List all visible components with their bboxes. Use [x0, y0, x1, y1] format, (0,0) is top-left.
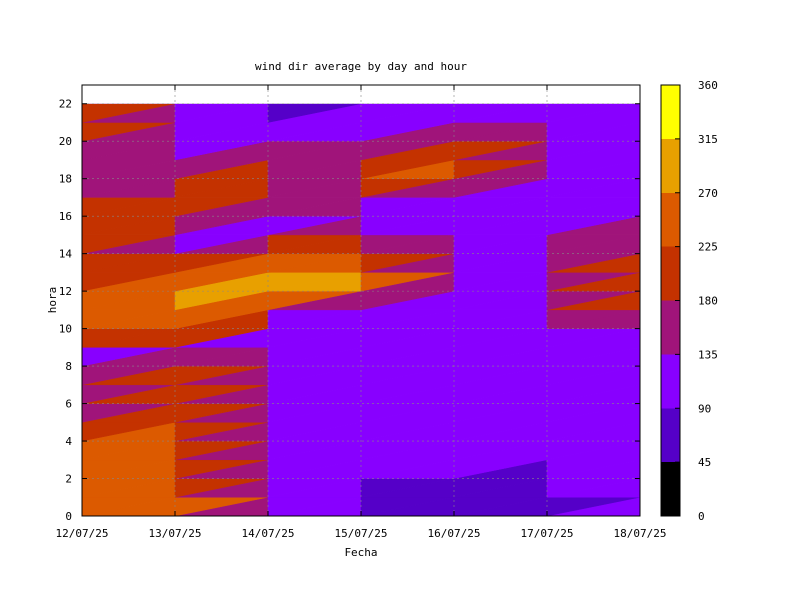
- colorbar-tick-label: 270: [698, 187, 718, 200]
- colorbar-tick-label: 45: [698, 456, 711, 469]
- y-tick-label: 18: [59, 173, 72, 186]
- x-axis: 12/07/25 13/07/25 14/07/25 15/07/25 16/07/25…: [56, 85, 667, 540]
- y-tick-label: 4: [65, 435, 72, 448]
- colorbar-tick-label: 315: [698, 133, 718, 146]
- y-tick-label: 20: [59, 135, 72, 148]
- y-tick-label: 10: [59, 323, 72, 336]
- x-tick-label: 12/07/25: [56, 527, 109, 540]
- y-tick-label: 2: [65, 473, 72, 486]
- x-tick-label: 17/07/25: [521, 527, 574, 540]
- colorbar-tick-label: 90: [698, 402, 711, 415]
- x-tick-label: 16/07/25: [428, 527, 481, 540]
- colorbar-tick-label: 135: [698, 348, 718, 361]
- colorbar-tick-label: 225: [698, 241, 718, 254]
- grid-lines: [82, 85, 640, 516]
- colorbar-tick-label: 180: [698, 295, 718, 308]
- y-tick-label: 16: [59, 210, 72, 223]
- colorbar: 0 45 90 135 180 225 270 315 360: [660, 79, 718, 523]
- colorbar-tick-label: 360: [698, 79, 718, 92]
- y-tick-label: 22: [59, 98, 72, 111]
- y-tick-label: 0: [65, 510, 72, 523]
- y-tick-label: 14: [59, 248, 73, 261]
- y-tick-label: 6: [65, 398, 72, 411]
- x-tick-label: 15/07/25: [335, 527, 388, 540]
- y-tick-label: 8: [65, 360, 72, 373]
- colorbar-tick-label: 0: [698, 510, 705, 523]
- x-tick-label: 13/07/25: [149, 527, 202, 540]
- x-tick-label: 14/07/25: [242, 527, 295, 540]
- x-axis-label: Fecha: [344, 546, 377, 559]
- y-tick-label: 12: [59, 285, 72, 298]
- y-axis-label: hora: [46, 287, 59, 314]
- chart-title: wind dir average by day and hour: [255, 60, 467, 73]
- heatmap-blank-top: [82, 85, 640, 104]
- y-axis: 0 2 4 6 8 10 12 14 16 18 20 22: [59, 98, 640, 523]
- x-tick-label: 18/07/25: [614, 527, 667, 540]
